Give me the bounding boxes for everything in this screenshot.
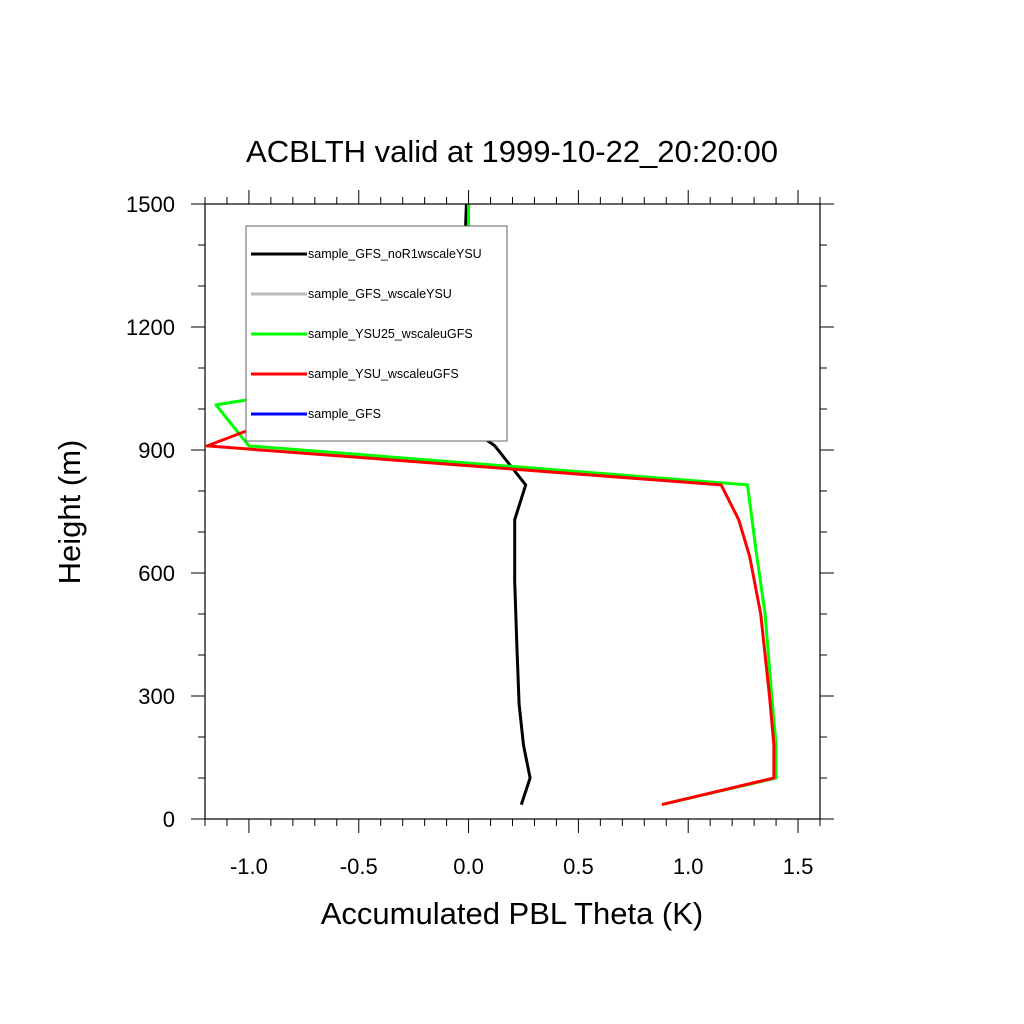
legend-label: sample_GFS (308, 407, 381, 421)
y-tick-label: 0 (163, 807, 175, 832)
ticks-layer (191, 190, 834, 833)
y-tick-label: 1500 (126, 192, 175, 217)
y-tick-label: 1200 (126, 315, 175, 340)
x-tick-label: 1.5 (783, 854, 814, 879)
legend-label: sample_YSU25_wscaleuGFS (308, 327, 473, 341)
x-axis-label: Accumulated PBL Theta (K) (321, 896, 704, 931)
series-line-3 (205, 366, 776, 807)
legend-label: sample_YSU_wscaleuGFS (308, 367, 459, 381)
x-tick-label: 0.5 (563, 854, 594, 879)
x-tick-label: -1.0 (230, 854, 268, 879)
legend-label: sample_GFS_noR1wscaleYSU (308, 247, 482, 261)
legend: sample_GFS_noR1wscaleYSU sample_GFS_wscal… (245, 225, 508, 442)
x-tick-label: 1.0 (673, 854, 704, 879)
y-axis-label: Height (m) (52, 440, 87, 585)
chart-title: ACBLTH valid at 1999-10-22_20:20:00 (246, 134, 778, 169)
y-tick-label: 300 (138, 684, 175, 709)
y-tick-labels: 0 300 600 900 1200 1500 (126, 192, 175, 832)
x-tick-labels: -1.0 -0.5 0.0 0.5 1.0 1.5 (230, 854, 813, 879)
y-tick-label: 900 (138, 438, 175, 463)
x-tick-label: 0.0 (453, 854, 484, 879)
legend-label: sample_GFS_wscaleYSU (308, 287, 452, 301)
x-tick-label: -0.5 (340, 854, 378, 879)
y-tick-label: 600 (138, 561, 175, 586)
